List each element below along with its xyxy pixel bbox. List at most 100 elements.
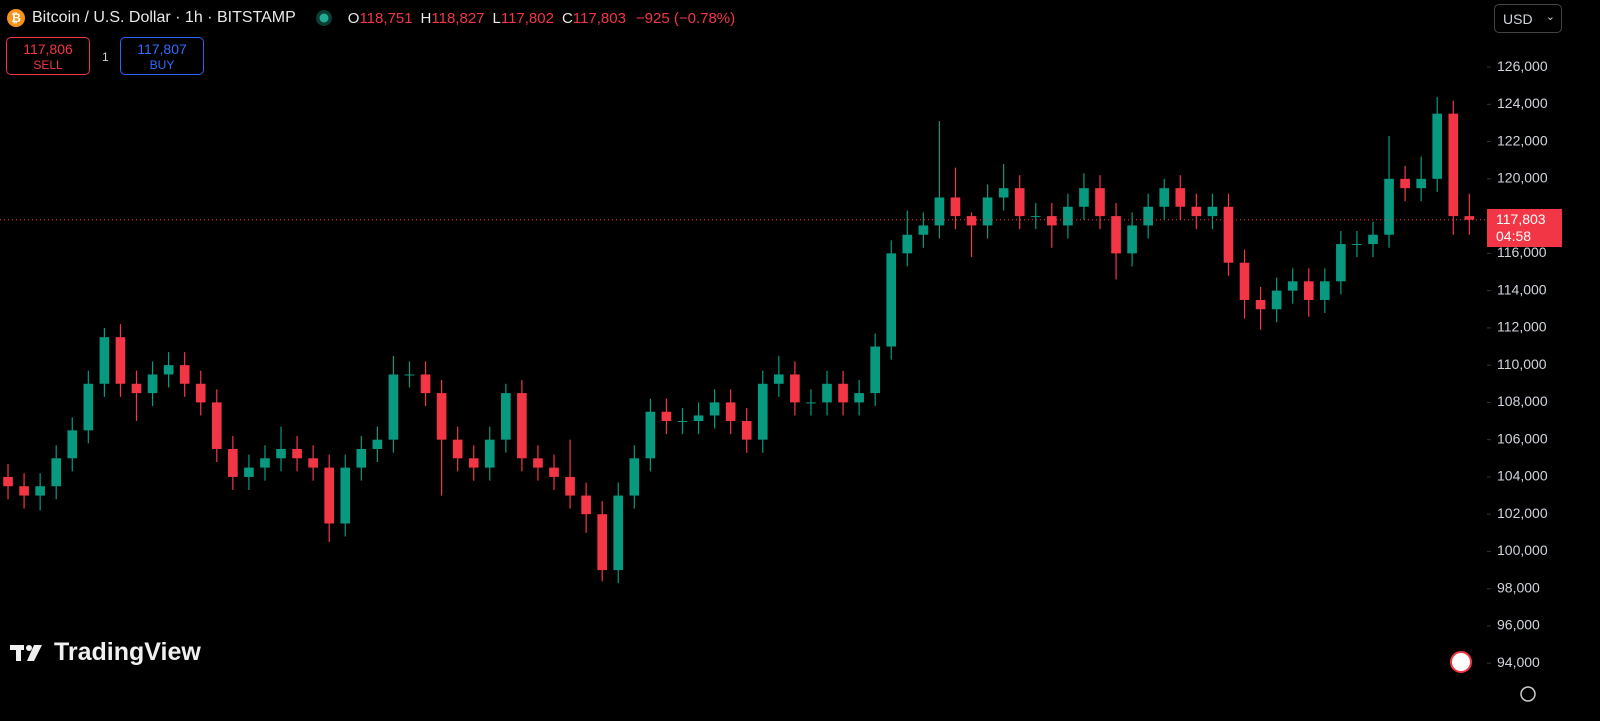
candle-body [1336,244,1346,282]
candle-body [1030,216,1041,218]
candle-body [1063,206,1073,226]
candle-body [934,197,945,226]
watermark: TradingView [10,638,201,667]
candle-body [35,486,45,496]
y-tick-label: 112,000 [1497,319,1547,335]
candle-body [19,486,29,496]
price-tag: 117,803 04:58 [1487,209,1562,247]
countdown: 04:58 [1496,228,1532,244]
candle-body [501,393,511,440]
candle-body [629,458,640,496]
candle-body [1255,299,1266,310]
candle-body [404,374,415,376]
y-tick-label: 102,000 [1497,505,1548,521]
ohlc-item: L117,802 [493,10,554,27]
y-tick-label: 114,000 [1497,281,1547,297]
candle-body [308,458,318,468]
candle-body [276,448,286,459]
buy-price: 117,807 [137,41,187,57]
y-tick-label: 122,000 [1497,132,1548,148]
candle-body [1191,206,1202,217]
candle-body [902,234,913,254]
candle-body [1159,188,1170,207]
price-axis: 94,000 96,000 98,000 100,000 102,000 104,000 1… [1487,58,1548,670]
candle-body [918,225,929,235]
candle-body [1095,188,1105,217]
candle-body [870,346,880,394]
candle-body [147,374,158,394]
candle-body [83,383,94,431]
candle-body [533,458,543,468]
candle-body [757,383,768,440]
candle-body [1111,216,1121,254]
candle-body [67,430,78,459]
candle-body [1464,216,1475,220]
sell-price: 117,806 [23,41,73,57]
ohlc: O118,751 H118,827 L117,802 C117,803 [348,10,626,27]
y-tick-label: 100,000 [1497,542,1548,558]
candle-body [1287,281,1298,291]
candle-body [645,411,656,459]
candle-body [388,374,399,440]
ohlc-value: 117,803 [572,9,626,27]
logo [10,644,42,661]
ohlc-value: 117,802 [500,9,554,27]
ohlc-key: O [347,9,360,27]
candle-body [420,374,431,394]
candle-body [452,439,463,459]
ohlc-key: L [492,9,501,27]
candle-body [1432,113,1443,179]
candle-body [725,402,736,422]
currency: USD [1503,11,1533,27]
candle-body [1416,178,1426,189]
candle-body [1014,188,1025,217]
symbol[interactable]: Bitcoin / U.S. Dollar · 1h · BITSTAMP [32,9,296,26]
candle-body [1047,216,1057,226]
candle-body [372,439,383,449]
candle-body [966,216,977,226]
candle-body [581,495,591,515]
y-tick-label: 108,000 [1497,393,1548,409]
currency-select[interactable]: USD ⌄ [1494,4,1562,33]
ohlc-value: 118,751 [359,9,413,27]
candle-body [436,393,447,440]
change: −925 (−0.78%) [635,9,736,27]
event-icon[interactable] [1450,651,1472,673]
candle-body [998,188,1009,198]
candle-body [838,383,848,403]
y-tick-label: 120,000 [1497,170,1548,186]
y-tick-label: 98,000 [1497,579,1540,595]
sell-button[interactable]: 117,806 SELL [6,37,90,75]
bitcoin-icon: ₿ [7,9,25,27]
candle-body [1303,281,1314,300]
candle-body [468,458,479,468]
buy-label: BUY [149,58,175,72]
quantity[interactable]: 1 [102,50,109,64]
candle-body [822,383,832,403]
candle-body [3,476,13,487]
candle-body [228,448,238,477]
y-tick-label: 110,000 [1497,356,1547,372]
candle-body [292,448,302,459]
candle-body [324,467,335,524]
candle-body [1127,225,1137,254]
candle-body [806,402,816,404]
candle-body [709,402,720,416]
candle-body [677,421,688,423]
candle-body [1079,188,1089,207]
candle-body [950,197,961,217]
svg-text:₿: ₿ [11,11,21,25]
candle-body [340,467,351,524]
candle-body [613,495,624,571]
market-status [315,10,332,26]
ohlc-key: H [420,9,432,27]
candle-body [115,337,126,384]
ohlc-item: C117,803 [562,10,626,27]
buy-button[interactable]: 117,807 BUY [120,37,204,75]
settings-icon[interactable] [1520,686,1536,702]
candle-body [131,383,142,394]
ohlc-key: C [561,9,573,27]
ohlc-value: 118,827 [431,9,485,27]
candle-body [549,467,559,477]
